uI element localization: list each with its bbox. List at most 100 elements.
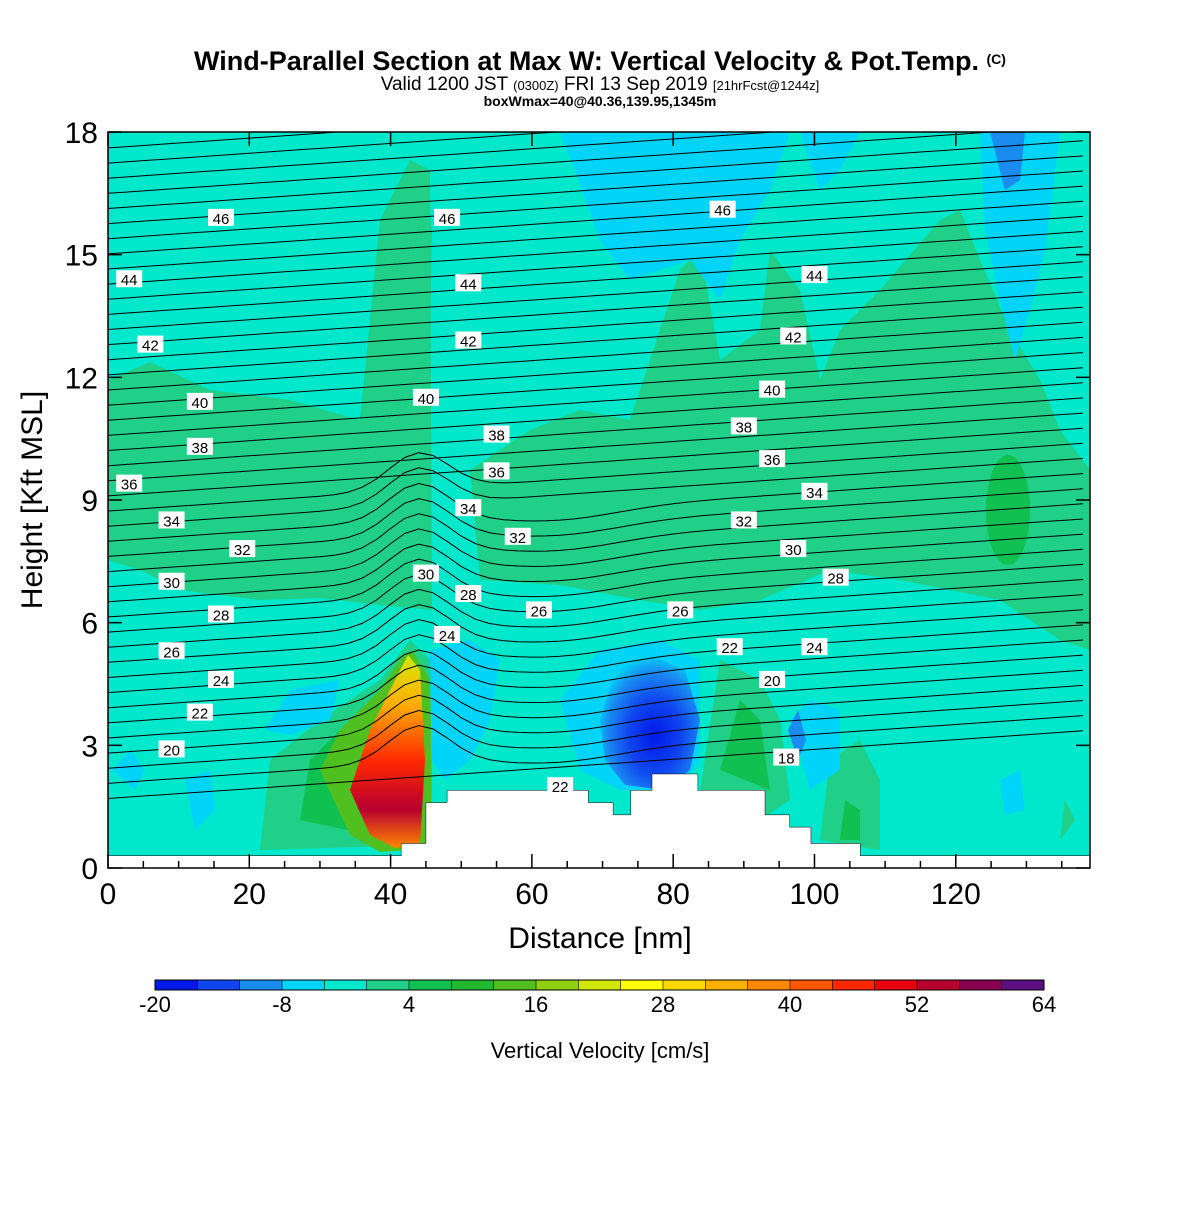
lee-downdraft-45nm	[430, 640, 500, 780]
small-green-right	[1060, 800, 1075, 840]
isentrope-line	[108, 132, 999, 194]
colorbar-tick-label: 64	[1032, 992, 1056, 1017]
isentrope-line	[108, 261, 1083, 330]
y-tick-labels: 0 3 6 9 12 15 18	[65, 117, 98, 886]
colorbar-swatch	[409, 980, 452, 990]
colorbar-swatch	[917, 980, 960, 990]
isentrope-line	[108, 654, 1083, 724]
isentrope-label: 36	[759, 450, 786, 469]
isentrope-line	[108, 306, 1083, 376]
svg-text:46: 46	[714, 203, 731, 220]
svg-text:40: 40	[418, 391, 435, 408]
isentrope-label: 36	[483, 462, 510, 481]
isentrope-label: 36	[116, 474, 143, 494]
colorbar-tick-label: 40	[778, 992, 802, 1017]
isentrope-label: 38	[730, 417, 757, 436]
svg-text:28: 28	[460, 587, 477, 604]
svg-text:32: 32	[735, 513, 752, 530]
isentrope-label: 26	[525, 601, 552, 620]
isentrope-label: 22	[716, 638, 743, 657]
isentrope-label: 20	[158, 740, 185, 759]
colorbar-swatch	[959, 980, 1003, 990]
isentrope-label: 32	[730, 511, 757, 530]
isentrope-labels: 46 46 46 44 44 44 42 42 42 40 40 40 38 38 38 36 36 36 34 34…	[116, 200, 849, 796]
isentrope-label: 26	[667, 601, 694, 620]
svg-text:36: 36	[488, 464, 505, 481]
isentrope-label: 46	[208, 208, 235, 228]
svg-text:26: 26	[163, 644, 180, 661]
isentrope-line	[108, 473, 1083, 542]
x-axis-label: Distance [nm]	[508, 922, 691, 955]
colorbar-tick-label: -8	[272, 992, 292, 1017]
y-tick-label: 9	[81, 485, 98, 518]
column-40nm-updraft	[380, 170, 432, 470]
isentrope-line	[108, 639, 1083, 709]
isentrope-label: 46	[709, 200, 736, 220]
colorbar-tick-label: 52	[905, 992, 929, 1017]
isentrope-line	[108, 132, 346, 149]
y-axis-label: Height [Kft MSL]	[16, 391, 49, 609]
isentrope-line	[108, 140, 1083, 209]
isentrope-label: 28	[208, 605, 235, 624]
svg-text:34: 34	[806, 485, 823, 502]
colorbar-swatch	[451, 980, 495, 990]
isentrope-line	[108, 518, 1083, 588]
colorbar-swatch	[790, 980, 833, 990]
isentrope-line	[108, 132, 781, 179]
isentrope-label: 34	[455, 499, 482, 518]
isentrope-line	[108, 458, 1083, 527]
isentrope-line	[108, 412, 1083, 482]
isentrope-line	[108, 382, 1083, 451]
isentrope-label: 22	[547, 777, 574, 796]
colorbar-tick-label: -20	[139, 992, 171, 1017]
isentrope-line	[108, 200, 1083, 270]
colorbar-tick-labels: -20 -8 4 16 28 40 52 64	[139, 992, 1056, 1017]
isentrope-label: 28	[455, 585, 482, 604]
x-tick-label: 120	[931, 878, 981, 911]
isentrope-label: 24	[208, 670, 235, 690]
isentrope-label: 40	[759, 380, 786, 400]
isentrope-line	[108, 548, 1083, 618]
isentrope-label: 28	[822, 568, 849, 588]
colorbar-swatch	[747, 980, 791, 990]
isentrope-label: 26	[158, 642, 185, 661]
colorbar-swatch	[705, 980, 749, 990]
isentrope-label: 42	[137, 335, 164, 355]
isentrope-label: 46	[434, 208, 461, 228]
isentrope-line	[108, 397, 1083, 467]
isentrope-line	[108, 185, 1083, 255]
colorbar-swatch	[324, 980, 368, 990]
far-left-downdraft	[112, 750, 145, 790]
svg-text:34: 34	[460, 501, 477, 518]
isentrope-label: 30	[158, 572, 185, 592]
downdraft-core-80nm	[600, 655, 700, 790]
isentrope-line	[108, 246, 1083, 315]
svg-text:30: 30	[163, 575, 180, 592]
colorbar-swatch	[366, 980, 410, 990]
upper-mid-downdraft	[800, 132, 860, 190]
x-tick-label: 60	[515, 878, 548, 911]
x-tick-label: 80	[656, 878, 689, 911]
isentrope-label: 22	[186, 703, 213, 723]
isentrope-label: 42	[455, 331, 482, 351]
svg-text:24: 24	[213, 673, 230, 690]
updraft-plume-42nm	[350, 655, 425, 848]
valid-time-line: Valid 1200 JST (0300Z) FRI 13 Sep 2019 […	[381, 74, 820, 95]
left-low-downdraft-2	[185, 770, 215, 830]
colorbar-swatch	[1001, 980, 1045, 990]
svg-text:28: 28	[213, 607, 230, 624]
weak-updraft-regions	[108, 160, 1090, 850]
svg-text:22: 22	[552, 779, 569, 796]
isentrope-line	[108, 215, 1083, 285]
svg-text:42: 42	[785, 329, 802, 346]
isentrope-line	[108, 291, 1083, 361]
small-downdraft-95nm	[788, 710, 806, 760]
svg-text:22: 22	[191, 706, 208, 723]
title-badge: (C)	[987, 51, 1006, 67]
isentrope-line	[108, 442, 1083, 512]
svg-text:28: 28	[827, 571, 844, 588]
isentrope-line	[108, 609, 1083, 678]
svg-text:44: 44	[460, 276, 477, 293]
svg-text:22: 22	[721, 640, 738, 657]
